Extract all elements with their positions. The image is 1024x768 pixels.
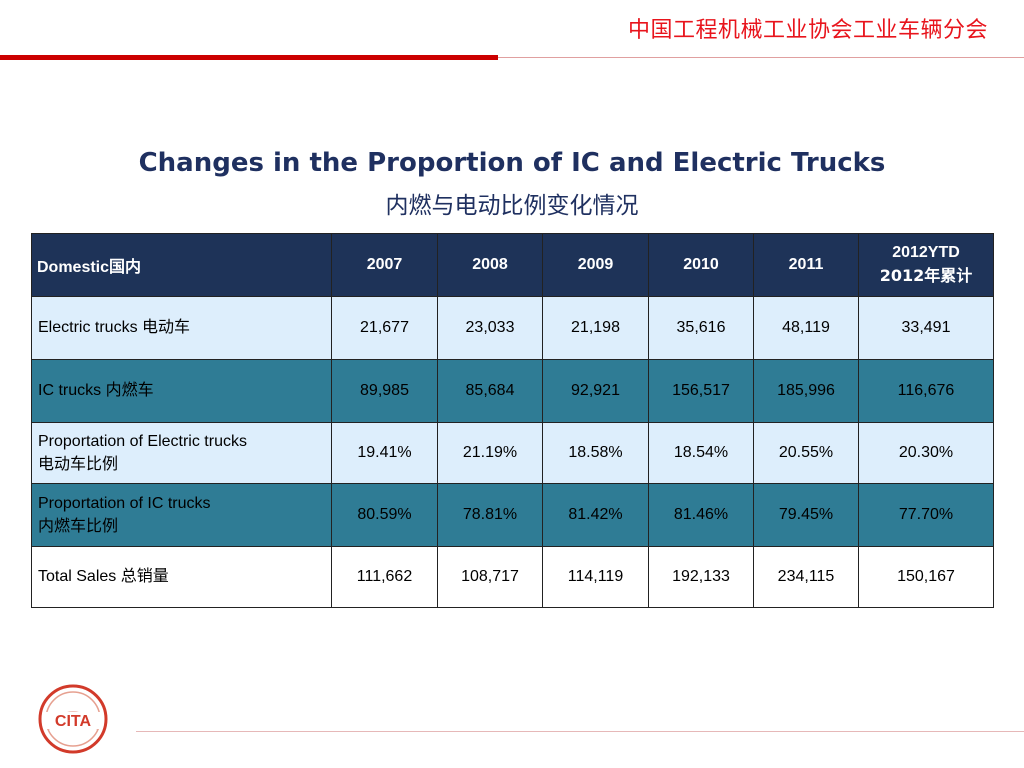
cell-value: 89,985 <box>331 359 438 423</box>
row-label-line2: 电动车比例 <box>38 454 119 473</box>
cell-value: 150,167 <box>858 546 994 608</box>
header-ytd-line1: 2012YTD <box>892 244 960 261</box>
cell-value: 77.70% <box>858 483 994 547</box>
table-row-electric-trucks: Electric trucks 电动车 21,677 23,033 21,198… <box>31 296 994 360</box>
table-row-electric-proportion: Proportation of Electric trucks 电动车比例 19… <box>31 422 994 484</box>
slide-title-english: Changes in the Proportion of IC and Elec… <box>138 148 886 178</box>
header-year-2010: 2010 <box>648 233 754 297</box>
cell-value: 21,198 <box>542 296 649 360</box>
slide-title-chinese: 内燃与电动比例变化情况 <box>385 193 639 219</box>
table-row-total-sales: Total Sales 总销量 111,662 108,717 114,119 … <box>31 546 994 608</box>
cell-value: 33,491 <box>858 296 994 360</box>
header-rule-red <box>0 55 498 60</box>
cell-value: 23,033 <box>437 296 543 360</box>
header-ytd-line2: 2012年累计 <box>879 266 973 285</box>
cell-value: 80.59% <box>331 483 438 547</box>
header-year-2011: 2011 <box>753 233 859 297</box>
sales-table: Domestic国内 2007 2008 2009 2010 2011 2012… <box>31 233 994 608</box>
table-row-ic-trucks: IC trucks 内燃车 89,985 85,684 92,921 156,5… <box>31 359 994 423</box>
cell-value: 85,684 <box>437 359 543 423</box>
cell-value: 78.81% <box>437 483 543 547</box>
cell-value: 114,119 <box>542 546 649 608</box>
row-label-line1: Proportation of IC trucks <box>38 495 211 512</box>
cell-value: 21,677 <box>331 296 438 360</box>
row-label: Total Sales 总销量 <box>31 546 332 608</box>
header-year-2009: 2009 <box>542 233 649 297</box>
cell-value: 81.46% <box>648 483 754 547</box>
header-rule-thin <box>498 57 1024 58</box>
org-name: 中国工程机械工业协会工业车辆分会 <box>627 18 988 43</box>
cell-value: 192,133 <box>648 546 754 608</box>
row-label: IC trucks 内燃车 <box>31 359 332 423</box>
cell-value: 19.41% <box>331 422 438 484</box>
cell-value: 48,119 <box>753 296 859 360</box>
header-year-2007: 2007 <box>331 233 438 297</box>
cell-value: 79.45% <box>753 483 859 547</box>
cell-value: 108,717 <box>437 546 543 608</box>
header-2012-ytd: 2012YTD 2012年累计 <box>858 233 994 297</box>
cell-value: 185,996 <box>753 359 859 423</box>
table-row-ic-proportion: Proportation of IC trucks 内燃车比例 80.59% 7… <box>31 483 994 547</box>
cell-value: 20.55% <box>753 422 859 484</box>
cell-value: 111,662 <box>331 546 438 608</box>
cell-value: 156,517 <box>648 359 754 423</box>
row-label: Proportation of IC trucks 内燃车比例 <box>31 483 332 547</box>
cell-value: 234,115 <box>753 546 859 608</box>
row-label: Proportation of Electric trucks 电动车比例 <box>31 422 332 484</box>
row-label-line2: 内燃车比例 <box>38 516 119 535</box>
logo-text: CITA <box>55 713 92 730</box>
table-header-row: Domestic国内 2007 2008 2009 2010 2011 2012… <box>31 233 994 297</box>
cell-value: 21.19% <box>437 422 543 484</box>
cell-value: 81.42% <box>542 483 649 547</box>
row-label-line1: Proportation of Electric trucks <box>38 433 247 450</box>
cell-value: 35,616 <box>648 296 754 360</box>
cell-value: 18.54% <box>648 422 754 484</box>
cita-logo: CITA <box>38 684 108 754</box>
cell-value: 20.30% <box>858 422 994 484</box>
header-domestic: Domestic国内 <box>31 233 332 297</box>
cell-value: 18.58% <box>542 422 649 484</box>
cell-value: 92,921 <box>542 359 649 423</box>
cell-value: 116,676 <box>858 359 994 423</box>
header-year-2008: 2008 <box>437 233 543 297</box>
row-label: Electric trucks 电动车 <box>31 296 332 360</box>
footer-line <box>136 731 1024 732</box>
